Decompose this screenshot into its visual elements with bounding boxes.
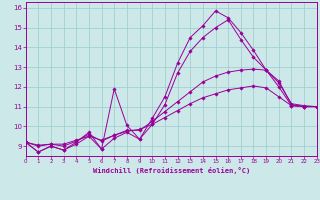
- X-axis label: Windchill (Refroidissement éolien,°C): Windchill (Refroidissement éolien,°C): [92, 167, 250, 174]
